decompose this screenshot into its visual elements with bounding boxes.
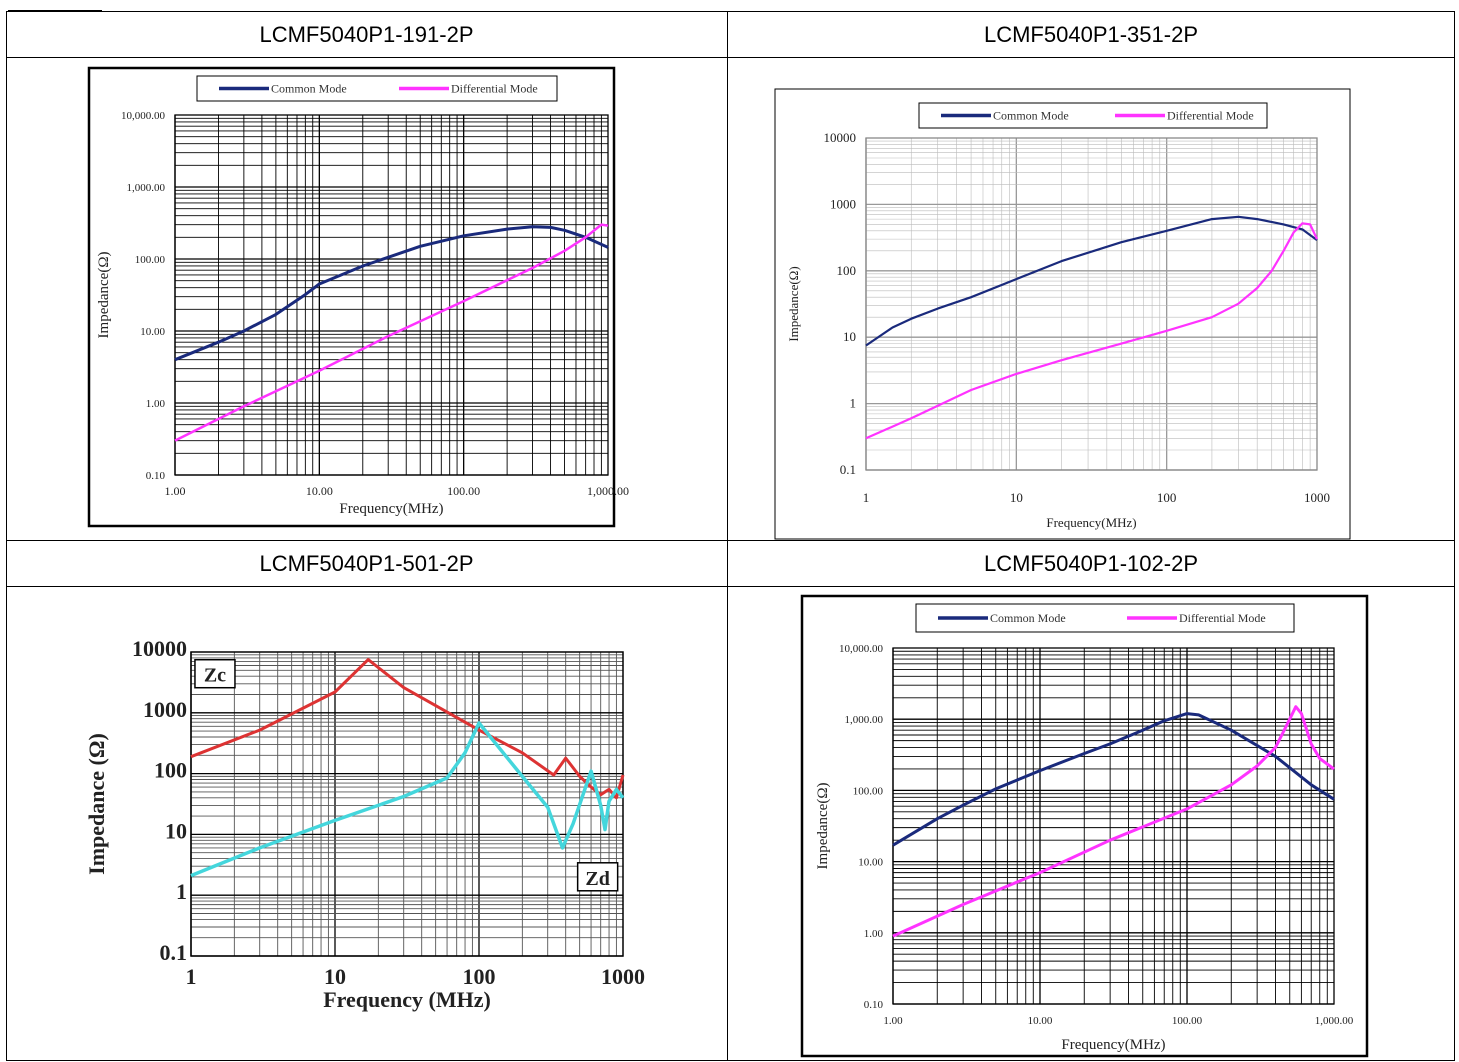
y-tick-label: 1000 (143, 697, 187, 722)
plot-area-border (865, 137, 1318, 471)
series-line-common-mode (892, 712, 1335, 847)
chart-0: 1.00 10.00 100.00 1,000.00 0.10 1.00 10.00 100.… (87, 66, 629, 528)
x-tick-label: 100 (463, 964, 496, 989)
legend-label: Common Mode (990, 611, 1066, 625)
y-tick-label: 10 (843, 329, 856, 344)
cell-title-501: LCMF5040P1-501-2P (259, 550, 474, 576)
chart-3: 1.00 10.00 100.00 1,000.00 0.10 1.00 10.00 100.… (800, 594, 1369, 1058)
y-tick-label: 1.00 (146, 398, 166, 410)
chart-frame (774, 88, 1351, 540)
table-divider-vertical (727, 11, 728, 1061)
annotation-zc: Zc (204, 665, 226, 687)
x-tick-label: 1,000.00 (587, 484, 629, 498)
top-rule (8, 10, 102, 11)
cell-title-191: LCMF5040P1-191-2P (259, 21, 474, 47)
x-tick-label: 1,000.00 (1315, 1015, 1354, 1027)
annotation-zd: Zd (585, 868, 609, 890)
y-tick-label: 100.00 (853, 785, 884, 797)
x-tick-label: 10.00 (306, 484, 333, 498)
series-line-common-mode (174, 225, 609, 362)
x-tick-label: 1000 (1304, 490, 1330, 505)
legend-label: Differential Mode (1167, 109, 1254, 123)
y-axis-label: Impedance(Ω) (786, 266, 801, 341)
x-axis-label: Frequency(MHz) (339, 501, 443, 517)
y-axis-label: Impedance(Ω) (815, 783, 831, 870)
y-tick-label: 10.00 (140, 326, 165, 338)
y-tick-label: 1.00 (864, 928, 884, 940)
table-divider-row1 (6, 57, 1455, 58)
series-line-common-mode (865, 215, 1318, 347)
legend-label: Common Mode (271, 82, 347, 96)
series-line-differential-mode (865, 222, 1318, 440)
plot-area-border (892, 647, 1335, 1005)
x-axis-label: Frequency(MHz) (1046, 515, 1136, 530)
annotation-box (194, 658, 236, 689)
series-line-differential-mode (892, 705, 1335, 938)
y-tick-label: 0.1 (840, 462, 856, 477)
y-tick-label: 100.00 (135, 254, 166, 266)
plot-area-border (190, 651, 624, 957)
cell-title-351: LCMF5040P1-351-2P (983, 21, 1198, 47)
x-tick-label: 10 (1010, 490, 1023, 505)
y-tick-label: 0.10 (864, 999, 884, 1011)
x-tick-label: 1000 (601, 964, 645, 989)
annotation-box (576, 862, 619, 892)
x-axis-label: Frequency (MHz) (323, 987, 491, 1012)
series-line-zc (190, 658, 625, 800)
x-tick-label: 10 (324, 964, 346, 989)
y-tick-label: 10,000.00 (121, 110, 166, 122)
y-tick-label: 1 (850, 396, 857, 411)
y-tick-label: 1,000.00 (845, 714, 884, 726)
y-tick-label: 10,000.00 (839, 643, 884, 655)
y-tick-label: 100 (154, 758, 187, 783)
series-line-differential-mode (174, 223, 609, 442)
x-tick-label: 1 (186, 964, 197, 989)
y-tick-label: 10 (165, 818, 187, 843)
y-tick-label: 100 (837, 263, 857, 278)
y-tick-label: 10.00 (858, 857, 883, 869)
chart-1: 1 10 100 1000 0.1 1 10 100 1000 10000 Frequency(MH… (774, 88, 1351, 540)
legend-label: Differential Mode (1179, 611, 1266, 625)
y-tick-label: 1,000.00 (127, 182, 166, 194)
y-tick-label: 0.1 (160, 940, 188, 965)
cell-title-102: LCMF5040P1-102-2P (983, 550, 1198, 576)
y-axis-label: Impedance (Ω) (84, 733, 109, 875)
x-tick-label: 1 (863, 490, 870, 505)
y-tick-label: 1000 (830, 196, 856, 211)
y-tick-label: 10000 (824, 130, 857, 145)
plot-area-border (174, 114, 609, 476)
legend-label: Differential Mode (451, 82, 538, 96)
legend-label: Common Mode (993, 109, 1069, 123)
x-tick-label: 100.00 (1172, 1015, 1203, 1027)
y-axis-label: Impedance(Ω) (96, 252, 112, 339)
x-tick-label: 1.00 (883, 1015, 903, 1027)
chart-table (6, 11, 1455, 1061)
y-tick-label: 10000 (132, 636, 187, 661)
table-divider-row2 (6, 540, 1455, 541)
x-tick-label: 10.00 (1028, 1015, 1053, 1027)
x-axis-label: Frequency(MHz) (1061, 1037, 1165, 1053)
series-line-zd (190, 721, 625, 878)
x-tick-label: 1.00 (165, 484, 186, 498)
x-tick-label: 100.00 (447, 484, 480, 498)
y-tick-label: 0.10 (146, 470, 166, 482)
legend-box (918, 102, 1268, 129)
x-tick-label: 100 (1157, 490, 1177, 505)
y-tick-label: 1 (176, 879, 187, 904)
table-divider-row3 (6, 586, 1455, 587)
